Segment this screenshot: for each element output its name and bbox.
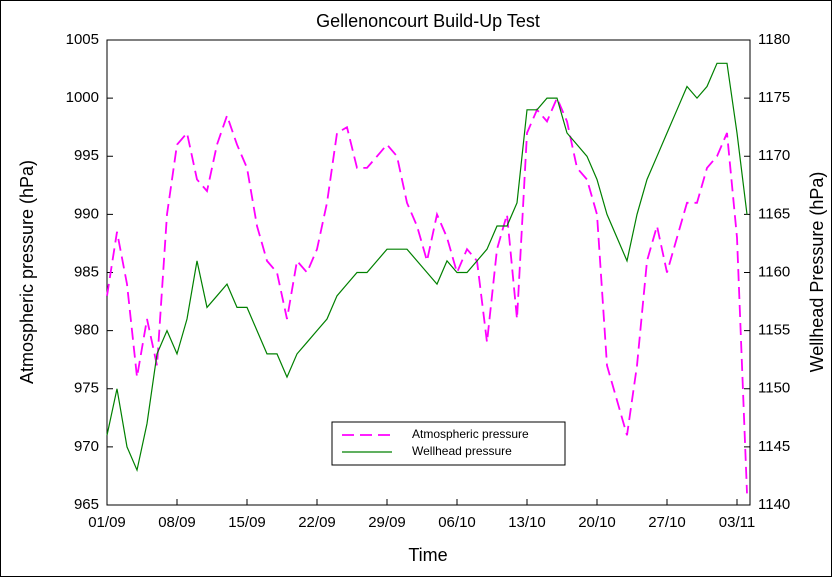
y2-tick-label: 1155 bbox=[758, 322, 790, 339]
x-tick-label: 01/09 bbox=[88, 514, 126, 531]
x-tick-label: 06/10 bbox=[438, 514, 476, 531]
y-tick-label: 1005 bbox=[66, 31, 99, 48]
x-tick-label: 13/10 bbox=[508, 514, 546, 531]
legend-label: Wellhead pressure bbox=[412, 444, 512, 458]
y2-tick-label: 1145 bbox=[758, 438, 790, 455]
y2-tick-label: 1160 bbox=[758, 263, 790, 280]
x-tick-label: 15/09 bbox=[228, 514, 266, 531]
x-axis-title: Time bbox=[408, 545, 447, 565]
x-tick-label: 22/09 bbox=[298, 514, 336, 531]
y-tick-label: 970 bbox=[74, 438, 99, 455]
y-axis-title: Atmospheric pressure (hPa) bbox=[17, 160, 37, 384]
y2-tick-label: 1170 bbox=[758, 147, 790, 164]
x-tick-label: 08/09 bbox=[158, 514, 196, 531]
y2-tick-label: 1180 bbox=[758, 31, 790, 48]
chart-title: Gellenoncourt Build-Up Test bbox=[316, 11, 540, 31]
legend-label: Atmospheric pressure bbox=[412, 427, 529, 441]
y-tick-label: 965 bbox=[74, 496, 99, 513]
y2-tick-label: 1140 bbox=[758, 496, 790, 513]
y-tick-label: 1000 bbox=[66, 89, 99, 106]
y-tick-label: 975 bbox=[74, 380, 99, 397]
x-tick-label: 27/10 bbox=[648, 514, 686, 531]
y2-tick-label: 1175 bbox=[758, 89, 790, 106]
x-tick-label: 03/11 bbox=[719, 514, 755, 531]
x-tick-label: 20/10 bbox=[578, 514, 616, 531]
legend-box bbox=[331, 421, 566, 466]
series-line bbox=[106, 95, 748, 494]
y-tick-label: 990 bbox=[74, 205, 99, 222]
series-line bbox=[106, 62, 748, 473]
y2-axis-title: Wellhead Pressure (hPa) bbox=[807, 172, 827, 373]
y-tick-label: 995 bbox=[74, 147, 99, 164]
y2-tick-label: 1165 bbox=[758, 205, 790, 222]
x-tick-label: 29/09 bbox=[368, 514, 406, 531]
y2-tick-label: 1150 bbox=[758, 380, 790, 397]
y-tick-label: 985 bbox=[74, 263, 99, 280]
y-tick-label: 980 bbox=[74, 322, 99, 339]
